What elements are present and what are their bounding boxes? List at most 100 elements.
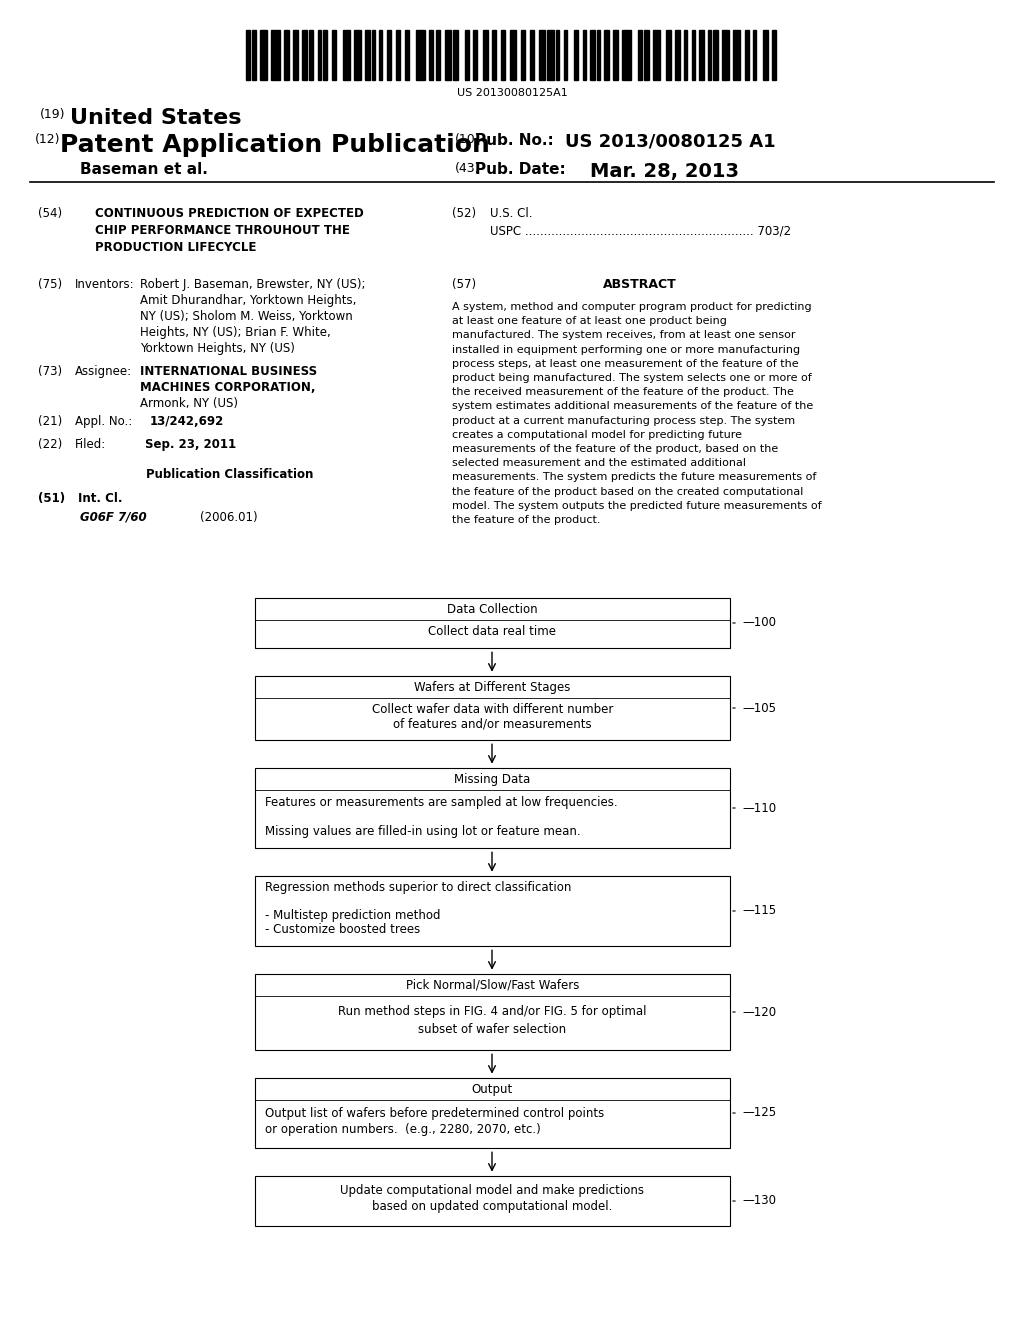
Text: Armonk, NY (US): Armonk, NY (US) <box>140 397 238 411</box>
Text: Yorktown Heights, NY (US): Yorktown Heights, NY (US) <box>140 342 295 355</box>
Text: USPC ............................................................. 703/2: USPC ...................................… <box>490 224 792 238</box>
Bar <box>564 30 567 81</box>
Text: manufactured. The system receives, from at least one sensor: manufactured. The system receives, from … <box>452 330 796 341</box>
Text: Update computational model and make predictions: Update computational model and make pred… <box>341 1184 644 1197</box>
Bar <box>754 30 757 81</box>
Text: the feature of the product.: the feature of the product. <box>452 515 600 525</box>
Bar <box>293 30 298 81</box>
Bar <box>709 30 712 81</box>
Bar <box>583 30 586 81</box>
Bar <box>309 30 313 81</box>
Bar <box>556 30 559 81</box>
Text: (52): (52) <box>452 207 476 220</box>
Text: (73): (73) <box>38 366 62 378</box>
Bar <box>252 30 256 81</box>
Bar <box>510 30 516 81</box>
Text: CHIP PERFORMANCE THROUHOUT THE: CHIP PERFORMANCE THROUHOUT THE <box>95 224 350 238</box>
Text: Pub. Date:: Pub. Date: <box>475 162 565 177</box>
Bar <box>285 30 289 81</box>
Bar <box>590 30 595 81</box>
Text: Output list of wafers before predetermined control points: Output list of wafers before predetermin… <box>265 1107 604 1121</box>
Text: installed in equipment performing one or more manufacturing: installed in equipment performing one or… <box>452 345 800 355</box>
Bar <box>246 30 250 81</box>
Bar <box>302 30 306 81</box>
Text: Pick Normal/Slow/Fast Wafers: Pick Normal/Slow/Fast Wafers <box>406 978 580 991</box>
Text: —105: —105 <box>742 701 776 714</box>
Bar <box>763 30 768 81</box>
Bar <box>772 30 776 81</box>
Text: Missing Data: Missing Data <box>455 772 530 785</box>
Bar <box>733 30 740 81</box>
Text: Patent Application Publication: Patent Application Publication <box>60 133 489 157</box>
Text: measurements of the feature of the product, based on the: measurements of the feature of the produ… <box>452 444 778 454</box>
Text: Appl. No.:: Appl. No.: <box>75 414 132 428</box>
Text: —125: —125 <box>742 1106 776 1119</box>
Text: —130: —130 <box>742 1195 776 1208</box>
Text: Mar. 28, 2013: Mar. 28, 2013 <box>590 162 739 181</box>
Text: model. The system outputs the predicted future measurements of: model. The system outputs the predicted … <box>452 500 821 511</box>
Text: G06F 7/60: G06F 7/60 <box>80 511 146 524</box>
Text: measurements. The system predicts the future measurements of: measurements. The system predicts the fu… <box>452 473 816 482</box>
Text: CONTINUOUS PREDICTION OF EXPECTED: CONTINUOUS PREDICTION OF EXPECTED <box>95 207 364 220</box>
Text: ABSTRACT: ABSTRACT <box>603 279 677 290</box>
Text: Data Collection: Data Collection <box>447 602 538 615</box>
Text: (10): (10) <box>455 133 480 147</box>
Text: US 20130080125A1: US 20130080125A1 <box>457 88 567 98</box>
Bar <box>343 30 349 81</box>
Text: Inventors:: Inventors: <box>75 279 134 290</box>
Bar <box>521 30 525 81</box>
Bar <box>395 30 400 81</box>
Text: based on updated computational model.: based on updated computational model. <box>373 1200 612 1213</box>
Bar <box>444 30 452 81</box>
Text: product being manufactured. The system selects one or more of: product being manufactured. The system s… <box>452 374 812 383</box>
Bar <box>675 30 680 81</box>
Text: Heights, NY (US); Brian F. White,: Heights, NY (US); Brian F. White, <box>140 326 331 339</box>
Text: (21): (21) <box>38 414 62 428</box>
Bar <box>722 30 729 81</box>
Text: Robert J. Baseman, Brewster, NY (US);: Robert J. Baseman, Brewster, NY (US); <box>140 279 366 290</box>
Bar <box>604 30 608 81</box>
Bar <box>255 974 730 1049</box>
Text: Amit Dhurandhar, Yorktown Heights,: Amit Dhurandhar, Yorktown Heights, <box>140 294 356 308</box>
Text: (75): (75) <box>38 279 62 290</box>
Text: product at a current manufacturing process step. The system: product at a current manufacturing proce… <box>452 416 795 425</box>
Text: Assignee:: Assignee: <box>75 366 132 378</box>
Text: Pub. No.:: Pub. No.: <box>475 133 554 148</box>
Text: of features and/or measurements: of features and/or measurements <box>393 717 592 730</box>
Text: Sep. 23, 2011: Sep. 23, 2011 <box>145 438 237 451</box>
Text: (22): (22) <box>38 438 62 451</box>
Bar <box>387 30 391 81</box>
Text: (54): (54) <box>38 207 62 220</box>
Text: system estimates additional measurements of the feature of the: system estimates additional measurements… <box>452 401 813 412</box>
Bar <box>684 30 687 81</box>
Bar <box>667 30 671 81</box>
Text: Filed:: Filed: <box>75 438 106 451</box>
Bar <box>714 30 718 81</box>
Bar <box>255 1078 730 1148</box>
Bar <box>613 30 617 81</box>
Text: PRODUCTION LIFECYCLE: PRODUCTION LIFECYCLE <box>95 242 256 253</box>
Bar <box>429 30 433 81</box>
Text: or operation numbers.  (e.g., 2280, 2070, etc.): or operation numbers. (e.g., 2280, 2070,… <box>265 1123 541 1137</box>
Bar <box>653 30 659 81</box>
Text: Int. Cl.: Int. Cl. <box>78 492 123 506</box>
Text: Collect wafer data with different number: Collect wafer data with different number <box>372 704 613 717</box>
Text: (19): (19) <box>40 108 66 121</box>
Text: —110: —110 <box>742 801 776 814</box>
Text: Missing values are filled-in using lot or feature mean.: Missing values are filled-in using lot o… <box>265 825 581 838</box>
Bar <box>454 30 458 81</box>
Text: 13/242,692: 13/242,692 <box>150 414 224 428</box>
Text: creates a computational model for predicting future: creates a computational model for predic… <box>452 430 742 440</box>
Text: Baseman et al.: Baseman et al. <box>80 162 208 177</box>
Text: Output: Output <box>472 1082 513 1096</box>
Text: - Multistep prediction method: - Multistep prediction method <box>265 909 440 923</box>
Text: NY (US); Sholom M. Weiss, Yorktown: NY (US); Sholom M. Weiss, Yorktown <box>140 310 352 323</box>
Bar <box>260 30 266 81</box>
Text: the received measurement of the feature of the product. The: the received measurement of the feature … <box>452 387 794 397</box>
Bar <box>473 30 476 81</box>
Bar <box>404 30 409 81</box>
Bar <box>255 768 730 847</box>
Text: Regression methods superior to direct classification: Regression methods superior to direct cl… <box>265 882 571 895</box>
Bar <box>255 598 730 648</box>
Bar <box>539 30 545 81</box>
